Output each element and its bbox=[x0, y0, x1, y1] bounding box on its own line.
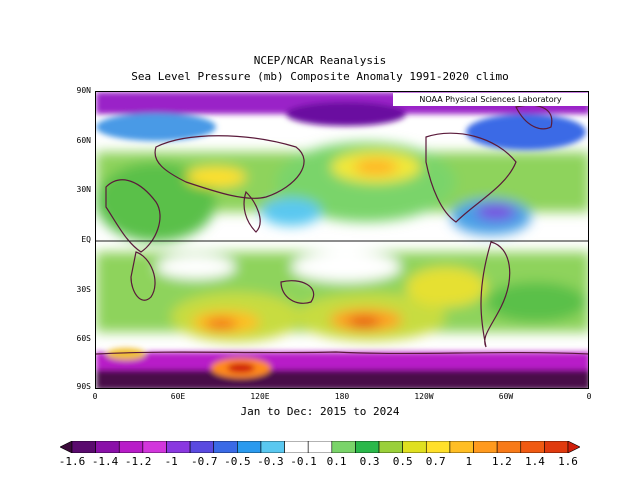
colorbar-tick-label: -1.2 bbox=[124, 455, 152, 468]
colorbar-swatch bbox=[496, 441, 522, 453]
colorbar-swatch bbox=[260, 441, 285, 453]
colorbar-swatch bbox=[95, 441, 120, 453]
colorbar-tick-label: 0.5 bbox=[392, 455, 413, 468]
colorbar-tick-label: -0.7 bbox=[191, 455, 218, 468]
lon-label-0-west: 0 bbox=[92, 392, 98, 401]
date-range-label: Jan to Dec: 2015 to 2024 bbox=[240, 405, 400, 418]
colorbar-swatch bbox=[142, 441, 167, 453]
colorbar-swatch bbox=[213, 441, 238, 453]
lat-label-30s: 30S bbox=[76, 285, 91, 294]
lat-label-60n: 60N bbox=[76, 136, 91, 145]
colorbar-tick-label: -1.4 bbox=[91, 455, 119, 468]
colorbar-swatch bbox=[425, 441, 451, 453]
anomaly-field bbox=[96, 92, 588, 388]
colorbar-swatch bbox=[473, 441, 498, 453]
colorbar-tick-label: -0.1 bbox=[290, 455, 317, 468]
colorbar-swatch bbox=[284, 441, 309, 453]
colorbar-tick-label: -0.3 bbox=[257, 455, 284, 468]
lat-label-90n: 90N bbox=[76, 86, 91, 95]
colorbar-max-arrow bbox=[567, 441, 580, 453]
colorbar-swatch bbox=[166, 441, 191, 453]
lat-label-60s: 60S bbox=[76, 334, 91, 343]
chart-title-line2: Sea Level Pressure (mb) Composite Anomal… bbox=[131, 70, 509, 83]
colorbar-tick-label: -1.6 bbox=[58, 455, 86, 468]
credit-label: NOAA Physical Sciences Laboratory bbox=[393, 93, 588, 106]
colorbar-tick-label: 0.3 bbox=[359, 455, 380, 468]
colorbar-tick-label: 1.6 bbox=[558, 455, 578, 468]
colorbar-swatch bbox=[189, 441, 215, 453]
colorbar bbox=[60, 441, 580, 453]
colorbar-swatch bbox=[520, 441, 545, 453]
colorbar-swatch bbox=[307, 441, 333, 453]
colorbar-swatch bbox=[237, 441, 262, 453]
colorbar-tick-label: -0.5 bbox=[224, 455, 251, 468]
lon-label-0-east: 0 bbox=[586, 392, 592, 401]
colorbar-swatch bbox=[544, 441, 569, 453]
colorbar-swatch bbox=[331, 441, 356, 453]
lat-label-eq: EQ bbox=[81, 235, 91, 244]
colorbar-tick-label: 1.4 bbox=[524, 455, 545, 468]
colorbar-tick-label: -1 bbox=[164, 455, 178, 468]
colorbar-swatch bbox=[71, 441, 96, 453]
colorbar-swatch bbox=[355, 441, 380, 453]
colorbar-tick-label: 0.7 bbox=[425, 455, 446, 468]
colorbar-min-arrow bbox=[60, 441, 73, 453]
colorbar-tick-label: 1 bbox=[465, 455, 473, 468]
colorbar-tick-label: 0.1 bbox=[326, 455, 347, 468]
colorbar-swatch bbox=[118, 441, 144, 453]
anomaly-map bbox=[95, 91, 589, 389]
colorbar-swatch bbox=[378, 441, 403, 453]
lon-label-60w: 60W bbox=[498, 392, 514, 401]
lat-label-30n: 30N bbox=[76, 185, 91, 194]
lon-label-60e: 60E bbox=[170, 392, 186, 401]
colorbar-tick-label: 1.2 bbox=[491, 455, 512, 468]
lat-label-90s: 90S bbox=[76, 382, 91, 391]
chart-title-line1: NCEP/NCAR Reanalysis bbox=[253, 54, 387, 67]
colorbar-swatch bbox=[402, 441, 427, 453]
lon-label-120w: 120W bbox=[414, 392, 434, 401]
lon-label-120e: 120E bbox=[250, 392, 270, 401]
colorbar-swatch bbox=[449, 441, 474, 453]
lon-label-180: 180 bbox=[334, 392, 350, 401]
